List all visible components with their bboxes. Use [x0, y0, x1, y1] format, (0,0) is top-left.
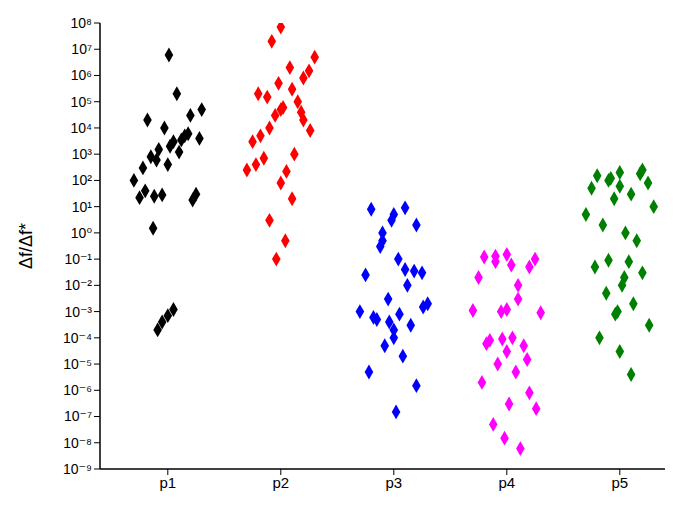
svg-text:10⁻⁷: 10⁻⁷ — [64, 408, 92, 424]
svg-text:10⁻⁶: 10⁻⁶ — [63, 382, 92, 398]
svg-text:10¹: 10¹ — [72, 199, 93, 215]
svg-text:10³: 10³ — [72, 146, 93, 162]
svg-text:p3: p3 — [385, 474, 402, 491]
svg-text:10⁻⁸: 10⁻⁸ — [63, 435, 92, 451]
svg-text:p5: p5 — [611, 474, 628, 491]
svg-text:10⁻⁵: 10⁻⁵ — [63, 356, 92, 372]
svg-text:10⁴: 10⁴ — [70, 120, 92, 136]
svg-text:10⁻³: 10⁻³ — [64, 304, 92, 320]
svg-text:10⁻⁹: 10⁻⁹ — [63, 461, 92, 477]
svg-text:Δf/Δf*: Δf/Δf* — [16, 223, 36, 269]
svg-text:p4: p4 — [498, 474, 515, 491]
svg-text:10⁻¹: 10⁻¹ — [64, 251, 92, 267]
svg-text:10⁻⁴: 10⁻⁴ — [63, 330, 92, 346]
svg-text:10⁰: 10⁰ — [71, 225, 93, 241]
svg-text:p2: p2 — [272, 474, 289, 491]
svg-text:10⁸: 10⁸ — [71, 15, 93, 31]
svg-text:10⁻²: 10⁻² — [64, 277, 92, 293]
svg-text:10⁵: 10⁵ — [71, 94, 92, 110]
svg-text:10⁷: 10⁷ — [71, 41, 92, 57]
svg-text:p1: p1 — [159, 474, 176, 491]
svg-text:10⁶: 10⁶ — [71, 67, 92, 83]
svg-text:10²: 10² — [72, 172, 93, 188]
